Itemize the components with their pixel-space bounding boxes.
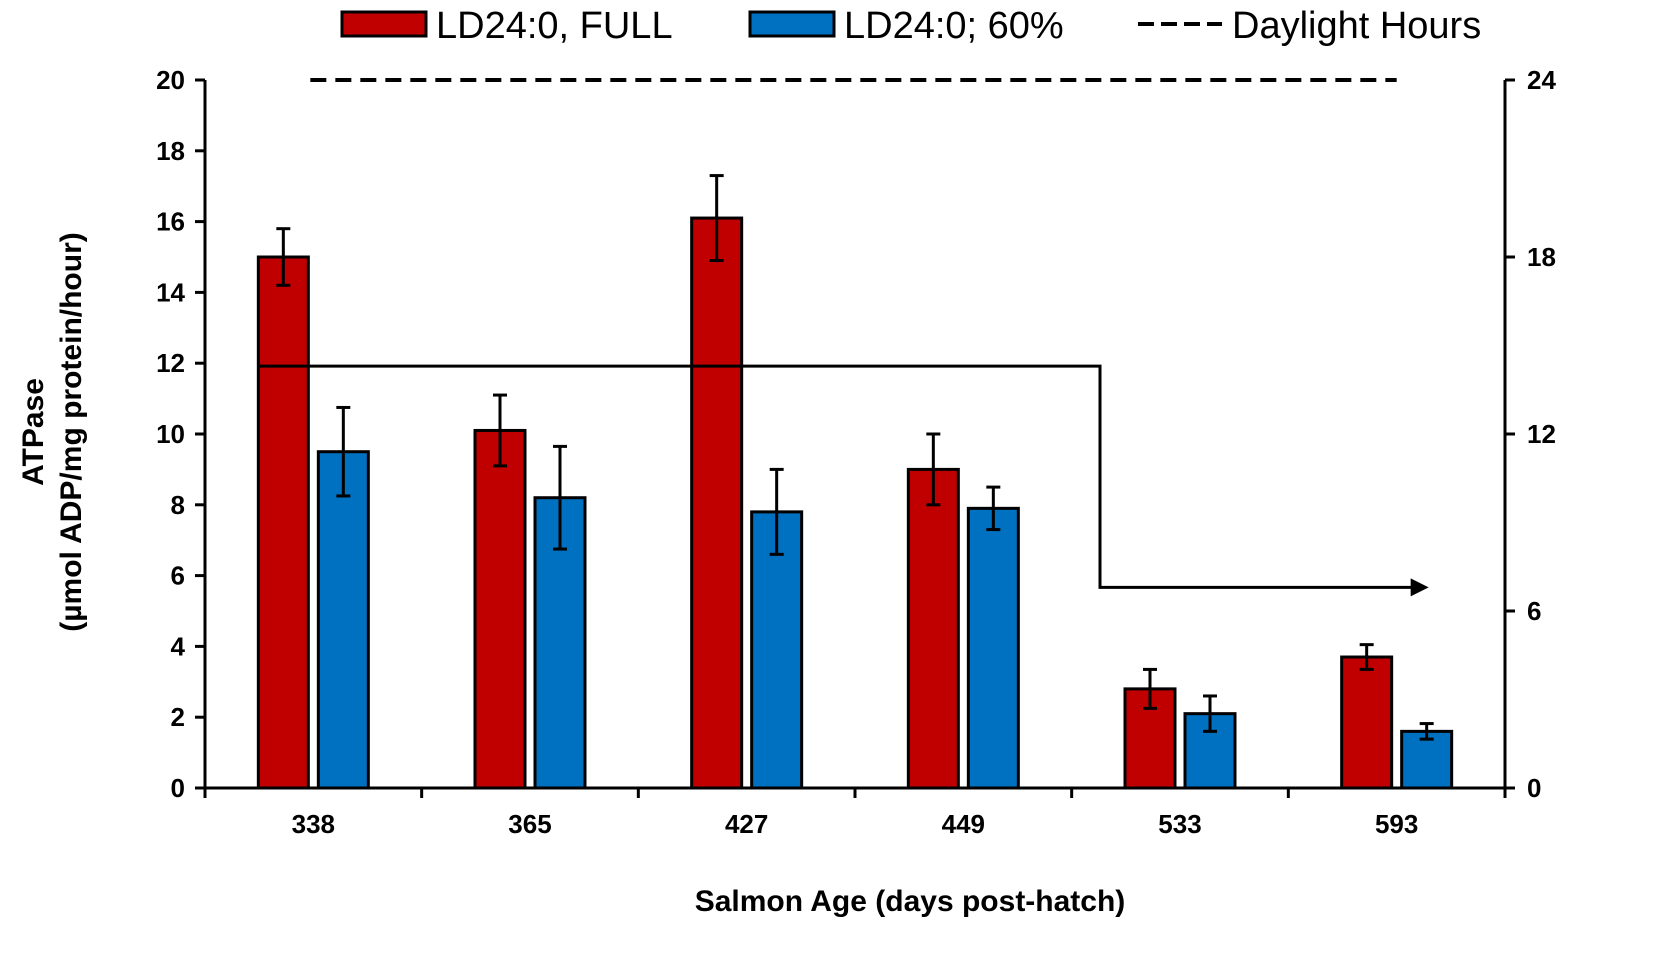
y-tick-label-20: 20 bbox=[156, 65, 185, 95]
daylight-arrow-head bbox=[1410, 578, 1429, 597]
legend-label-daylight: Daylight Hours bbox=[1232, 5, 1481, 47]
legend-label-full: LD24:0, FULL bbox=[436, 5, 673, 47]
x-tick-label-533: 533 bbox=[1158, 809, 1201, 839]
bar-s0-338 bbox=[256, 255, 310, 790]
x-tick-label-449: 449 bbox=[942, 809, 985, 839]
legend-swatch-60 bbox=[748, 10, 836, 38]
y-tick-label-4: 4 bbox=[171, 631, 186, 661]
bar-s0-593 bbox=[1340, 655, 1394, 790]
x-tick-label-338: 338 bbox=[292, 809, 335, 839]
y-axis-title-line2: (µmol ADP/mg protein/hour) bbox=[55, 232, 88, 631]
x-tick-label-427: 427 bbox=[725, 809, 768, 839]
bar-s0-365 bbox=[473, 428, 527, 790]
y-tick-label-12: 12 bbox=[156, 348, 185, 378]
axis-titles: Salmon Age (days post-hatch) ATPase (µmo… bbox=[17, 232, 1125, 918]
bar-s1-338 bbox=[316, 450, 370, 790]
y-tick-label-6: 6 bbox=[171, 561, 185, 591]
y-tick-label-16: 16 bbox=[156, 207, 185, 237]
y-axis-title-line1: ATPase bbox=[17, 378, 50, 486]
y-tick-label-10: 10 bbox=[156, 419, 185, 449]
error-bars-group bbox=[276, 174, 1434, 741]
bar-s1-449 bbox=[966, 506, 1020, 790]
y-tick-label-8: 8 bbox=[171, 490, 185, 520]
legend-swatch-full bbox=[340, 10, 428, 38]
axes-group bbox=[195, 78, 1515, 798]
legend-label-60: LD24:0; 60% bbox=[844, 5, 1064, 47]
y-tick-label-18: 18 bbox=[156, 136, 185, 166]
y2-tick-label-24: 24 bbox=[1527, 65, 1556, 95]
y2-tick-label-0: 0 bbox=[1527, 773, 1541, 803]
y2-tick-label-18: 18 bbox=[1527, 242, 1556, 272]
y2-tick-label-6: 6 bbox=[1527, 596, 1541, 626]
x-tick-label-593: 593 bbox=[1375, 809, 1418, 839]
legend: LD24:0, FULL LD24:0; 60% Daylight Hours bbox=[340, 5, 1481, 47]
daylight-solid-line bbox=[259, 364, 1415, 589]
x-axis-title: Salmon Age (days post-hatch) bbox=[695, 885, 1126, 918]
y-tick-label-2: 2 bbox=[171, 702, 185, 732]
bar-s0-449 bbox=[906, 467, 960, 790]
y2-tick-label-12: 12 bbox=[1527, 419, 1556, 449]
x-tick-label-365: 365 bbox=[508, 809, 551, 839]
daylight-lines-group bbox=[259, 78, 1429, 597]
bar-s0-427 bbox=[690, 216, 744, 790]
y-tick-label-14: 14 bbox=[156, 277, 185, 307]
bars-group bbox=[256, 216, 1454, 790]
y-tick-label-0: 0 bbox=[171, 773, 185, 803]
